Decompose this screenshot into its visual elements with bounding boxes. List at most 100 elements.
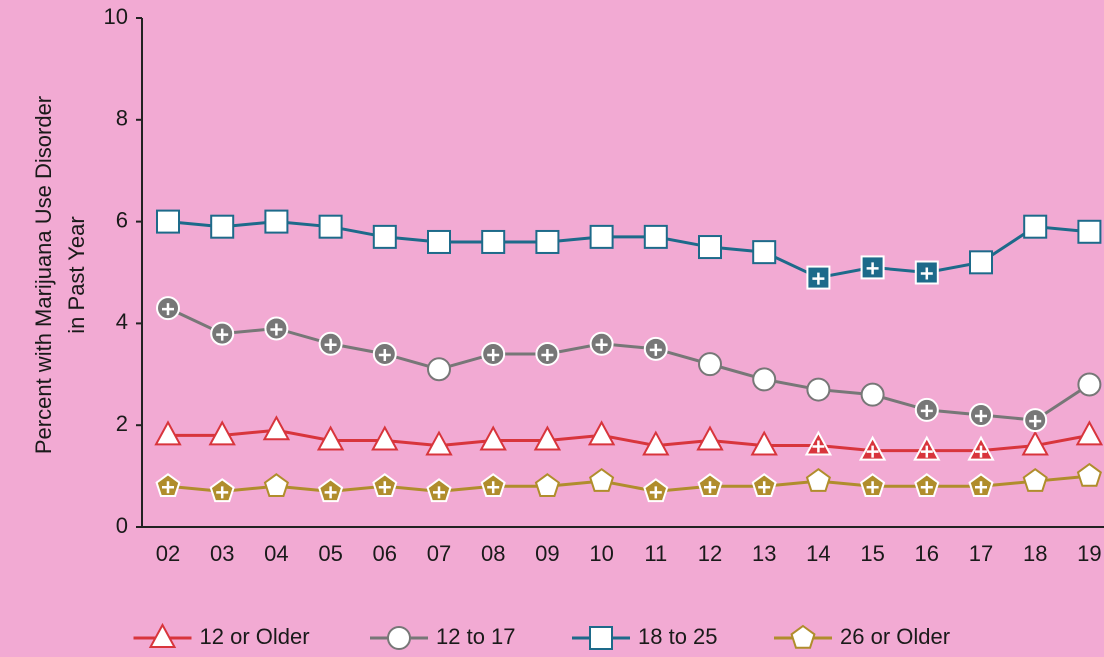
x-tick-label: 08: [481, 541, 505, 566]
marker-plus: [216, 328, 229, 341]
marker-plus: [487, 348, 500, 361]
marker: [1077, 219, 1102, 244]
series-line: [167, 220, 1090, 280]
y-tick-label: 0: [116, 513, 128, 538]
x-tick-label: 11: [644, 541, 667, 566]
marker: [969, 250, 993, 275]
marker: [481, 229, 506, 254]
y-tick-label: 10: [104, 4, 128, 29]
marker-plus: [920, 267, 933, 280]
marker: [387, 626, 411, 650]
marker-plus: [216, 486, 229, 499]
marker-plus: [812, 272, 825, 285]
marker: [156, 209, 180, 234]
marker: [535, 229, 560, 254]
marker-plus: [162, 481, 174, 494]
marker-plus: [378, 481, 391, 494]
series-line: [168, 428, 1090, 453]
marker-plus: [975, 445, 987, 458]
marker: [589, 224, 614, 249]
marker: [427, 229, 451, 254]
marker: [533, 425, 562, 451]
x-tick-label: 04: [264, 541, 288, 566]
y-axis-label: in Past Year: [64, 216, 89, 333]
marker: [642, 430, 670, 456]
legend-label: 12 to 17: [436, 624, 516, 649]
x-tick-label: 16: [915, 541, 939, 566]
marker-plus: [649, 486, 662, 499]
marker: [154, 420, 182, 446]
marker: [1022, 467, 1048, 492]
marker: [316, 425, 345, 451]
marker-plus: [649, 343, 662, 356]
marker-plus: [1029, 415, 1042, 428]
series-line: [167, 474, 1090, 493]
marker: [210, 214, 235, 239]
marker: [790, 624, 816, 649]
x-tick-label: 10: [589, 541, 613, 566]
x-tick-label: 02: [156, 541, 180, 566]
marker: [860, 382, 885, 407]
marker: [752, 240, 777, 265]
marker: [425, 430, 453, 456]
marker-plus: [866, 262, 879, 275]
marker: [427, 357, 451, 382]
x-tick-label: 17: [969, 541, 993, 566]
marker-plus: [270, 323, 283, 336]
marker: [372, 224, 397, 249]
marker: [208, 420, 236, 446]
marker: [479, 425, 507, 451]
marker-plus: [920, 404, 933, 417]
marker: [1077, 372, 1102, 397]
x-tick-label: 14: [806, 541, 830, 566]
marker-plus: [433, 486, 445, 499]
y-tick-label: 8: [116, 106, 128, 131]
marker-plus: [920, 481, 933, 494]
x-tick-label: 09: [535, 541, 559, 566]
marker-plus: [866, 445, 879, 458]
marker: [262, 415, 291, 441]
marker: [750, 430, 778, 456]
x-tick-label: 13: [752, 541, 776, 566]
x-tick-label: 03: [210, 541, 234, 566]
marker-plus: [975, 410, 987, 423]
marker: [698, 352, 722, 377]
y-tick-label: 2: [116, 411, 128, 436]
marker-plus: [324, 486, 337, 499]
legend-label: 26 or Older: [840, 624, 950, 649]
marker: [587, 420, 616, 446]
legend-label: 12 or Older: [200, 624, 310, 649]
marker: [264, 209, 289, 234]
marker-plus: [162, 303, 174, 316]
marker: [752, 367, 777, 392]
marker: [696, 425, 724, 451]
marker: [1023, 214, 1048, 239]
marker: [148, 622, 177, 648]
marker: [806, 377, 831, 402]
marker-plus: [595, 338, 608, 351]
marker: [1021, 430, 1049, 456]
x-tick-label: 19: [1077, 541, 1101, 566]
marker-plus: [704, 481, 716, 494]
y-tick-label: 6: [116, 207, 128, 232]
x-tick-label: 07: [427, 541, 451, 566]
x-tick-label: 15: [860, 541, 884, 566]
marker-plus: [378, 348, 391, 361]
marker: [534, 473, 560, 497]
x-tick-label: 12: [698, 541, 722, 566]
marker: [805, 467, 831, 492]
marker: [589, 626, 613, 650]
marker-plus: [541, 348, 554, 361]
marker: [589, 467, 615, 492]
marker-plus: [324, 338, 337, 351]
marker: [263, 473, 289, 497]
marker-plus: [758, 481, 771, 494]
marker: [1075, 420, 1104, 446]
marker-plus: [866, 481, 879, 494]
marker: [371, 425, 399, 451]
x-tick-label: 05: [318, 541, 342, 566]
marker: [643, 224, 668, 249]
y-tick-label: 4: [116, 309, 128, 334]
marker-plus: [975, 481, 987, 494]
